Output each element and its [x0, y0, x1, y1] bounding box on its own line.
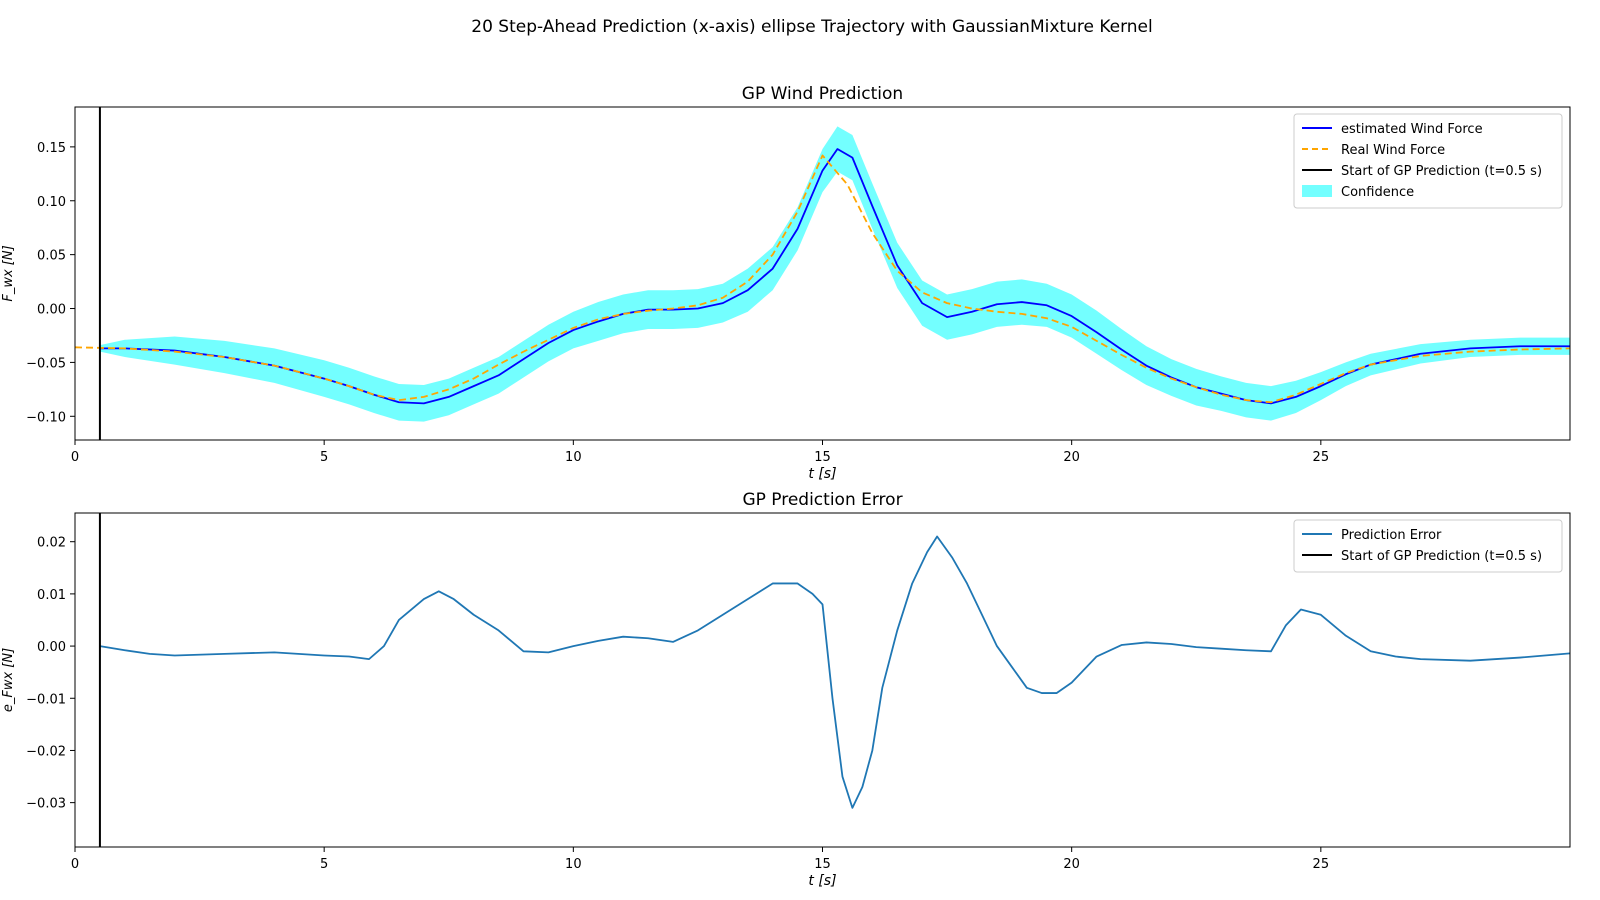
legend-label-confidence: Confidence: [1341, 185, 1414, 200]
y-tick-label: −0.03: [26, 797, 66, 812]
y-tick-label: −0.05: [26, 356, 66, 371]
x-tick-label: 10: [565, 857, 582, 872]
estimated-wind-force-line: [99, 148, 1570, 405]
y-tick-label: 0.10: [37, 195, 66, 210]
y-tick-label: −0.02: [26, 744, 66, 759]
legend-label-start-of-gp-prediction-t-0-5-s: Start of GP Prediction (t=0.5 s): [1341, 164, 1542, 179]
plot-area: [99, 535, 1570, 809]
y-tick-label: 0.00: [37, 640, 66, 655]
x-tick-label: 0: [71, 857, 79, 872]
legend-label-prediction-error: Prediction Error: [1341, 528, 1442, 543]
prediction-error-panel: 0 5 10 15 20 25 −0.03 −0.02 −0.01 0.00 0.01 0.02 GP …: [1, 490, 1571, 889]
x-tick-label: 20: [1063, 450, 1080, 465]
real-wind-force-line: [75, 154, 1570, 404]
y-tick-label: 0.00: [37, 303, 66, 318]
plot-area: [75, 126, 1570, 422]
x-tick-label: 5: [320, 450, 328, 465]
y-axis-label: F_wx [N]: [1, 245, 16, 301]
prediction-error-line: [99, 535, 1570, 809]
legend-label-real-wind-force: Real Wind Force: [1341, 143, 1445, 158]
x-tick-label: 5: [320, 857, 328, 872]
legend: Prediction Error Start of GP Prediction (…: [1293, 519, 1563, 573]
x-tick-label: 15: [814, 857, 831, 872]
y-tick-label: −0.01: [26, 692, 66, 707]
x-axis-label: t [s]: [808, 873, 836, 889]
x-tick-label: 0: [71, 450, 79, 465]
x-tick-label: 25: [1313, 450, 1330, 465]
y-tick-label: 0.15: [37, 141, 66, 156]
x-tick-label: 15: [814, 450, 831, 465]
panel-title: GP Wind Prediction: [742, 84, 903, 104]
panel-title: GP Prediction Error: [742, 490, 902, 510]
legend-swatch-confidence: [1302, 185, 1332, 197]
y-tick-label: 0.01: [37, 588, 66, 603]
y-tick-label: 0.02: [37, 536, 66, 551]
figure-title: 20 Step-Ahead Prediction (x-axis) ellips…: [471, 17, 1152, 37]
y-tick-label: −0.10: [26, 410, 66, 425]
y-axis-label: e_Fwx [N]: [1, 648, 16, 712]
legend-box: [1293, 113, 1563, 209]
legend-box: [1293, 519, 1563, 573]
legend-label-estimated-wind-force: estimated Wind Force: [1341, 122, 1483, 137]
legend: estimated Wind Force Real Wind Force Start…: [1293, 113, 1563, 209]
x-tick-label: 25: [1313, 857, 1330, 872]
wind-prediction-panel: 0 5 10 15 20 25 −0.10 −0.05 0.00 0.05 0.10 0.15 GP W…: [1, 84, 1571, 482]
x-tick-label: 20: [1063, 857, 1080, 872]
y-tick-label: 0.05: [37, 249, 66, 264]
x-axis-label: t [s]: [808, 466, 836, 482]
legend-label-start-of-gp-prediction-t-0-5-s: Start of GP Prediction (t=0.5 s): [1341, 549, 1542, 564]
x-tick-label: 10: [565, 450, 582, 465]
